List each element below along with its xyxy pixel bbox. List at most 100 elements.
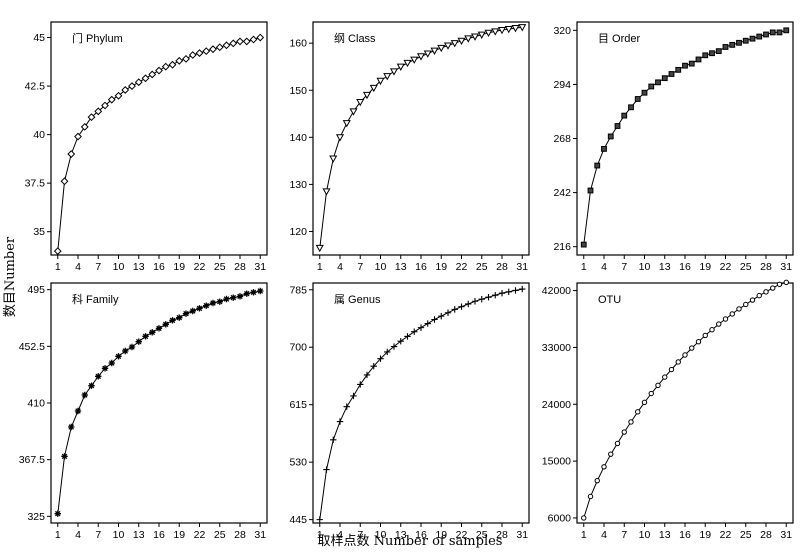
data-point: [396, 63, 405, 71]
data-point: [257, 287, 264, 295]
x-tick-label: 25: [476, 529, 488, 541]
data-point: [81, 391, 88, 399]
y-tick-label: 45: [33, 32, 45, 44]
data-point: [95, 373, 102, 380]
data-point: [587, 493, 594, 500]
y-tick-label: 216: [553, 241, 571, 253]
data-point: [518, 24, 527, 32]
data-point: [397, 337, 404, 345]
x-tick-label: 16: [415, 261, 427, 273]
x-tick-label: 28: [234, 261, 246, 273]
data-point: [491, 28, 500, 36]
x-tick-label: 10: [639, 529, 651, 541]
data-point: [614, 440, 621, 447]
data-point: [702, 332, 708, 339]
x-tick-label: 1: [317, 529, 323, 541]
data-point: [648, 390, 654, 397]
x-tick-label: 28: [496, 261, 508, 273]
data-point: [608, 451, 614, 457]
data-point: [729, 41, 736, 48]
chart-panel: 门 Phylum 1 4 7 10 13 16 19 22 25 28 31 35 37.5 40 42.5 4…: [25, 21, 268, 273]
x-tick-label: 19: [435, 261, 447, 273]
y-tick-label: 130: [289, 179, 307, 191]
data-point: [465, 300, 472, 308]
series-line: [57, 290, 261, 514]
y-tick-label: 35: [33, 226, 45, 238]
data-point: [108, 359, 115, 367]
x-tick-label: 16: [153, 261, 165, 273]
data-point: [135, 338, 142, 345]
data-point: [107, 95, 116, 104]
data-point: [349, 108, 358, 116]
data-point: [384, 348, 391, 356]
data-point: [370, 362, 377, 370]
data-point: [101, 365, 109, 372]
data-point: [250, 289, 257, 296]
chart-panel: 科 Family 1 4 7 10 13 16 19 22 25 28 31 325 367.5 410 45…: [19, 282, 268, 541]
data-point: [655, 79, 661, 86]
y-tick-label: 367.5: [19, 454, 45, 466]
data-point: [315, 244, 324, 253]
data-point: [511, 25, 520, 33]
data-point: [749, 297, 756, 303]
data-point: [176, 314, 183, 321]
x-tick-label: 25: [214, 261, 226, 273]
x-tick-label: 7: [95, 529, 101, 541]
x-tick-label: 4: [601, 529, 607, 541]
plot-frame: [50, 282, 268, 524]
y-tick-label: 785: [289, 284, 307, 296]
x-tick-label: 19: [173, 529, 185, 541]
data-point: [498, 289, 506, 297]
data-point: [715, 48, 722, 55]
data-point: [621, 429, 627, 435]
data-point: [60, 177, 69, 186]
data-point: [128, 82, 136, 90]
data-point: [404, 333, 411, 340]
data-point: [594, 477, 600, 484]
x-tick-label: 10: [375, 529, 387, 541]
y-tick-label: 33000: [542, 342, 571, 354]
data-point: [497, 26, 507, 35]
data-point: [362, 91, 372, 100]
data-point: [389, 68, 399, 76]
data-point: [492, 291, 499, 299]
data-point: [763, 289, 769, 295]
data-point: [196, 305, 203, 312]
panels: 门 Phylum 1 4 7 10 13 16 19 22 25 28 31 35 37.5 40 42.5 4…: [19, 21, 794, 541]
series-line: [319, 288, 523, 520]
x-tick-label: 7: [95, 261, 101, 273]
x-tick-label: 4: [337, 261, 343, 273]
data-point: [742, 37, 749, 44]
x-tick-label: 25: [214, 529, 226, 541]
x-tick-label: 16: [153, 529, 165, 541]
y-tick-label: 410: [27, 398, 45, 410]
data-point: [417, 324, 425, 331]
data-point: [722, 44, 729, 50]
data-point: [601, 464, 607, 470]
y-tick-label: 320: [553, 25, 571, 37]
data-point: [709, 327, 715, 333]
y-axis-label: 数目Number: [3, 236, 18, 317]
panel-title: 门 Phylum: [72, 31, 123, 45]
data-point: [682, 62, 688, 69]
panel-title: 目 Order: [598, 33, 641, 45]
data-point: [756, 33, 763, 40]
data-point: [336, 418, 344, 425]
data-point: [634, 96, 641, 102]
data-point: [236, 37, 244, 46]
data-point: [736, 306, 742, 312]
data-point: [329, 155, 338, 163]
data-point: [122, 347, 129, 355]
y-tick-label: 150: [289, 85, 307, 97]
data-point: [188, 51, 197, 59]
data-point: [195, 49, 204, 57]
data-point: [203, 302, 210, 309]
data-point: [53, 247, 62, 256]
data-point: [614, 123, 621, 129]
data-point: [505, 288, 512, 295]
x-tick-label: 1: [55, 261, 61, 273]
data-point: [519, 285, 526, 293]
data-point: [223, 295, 230, 303]
panel-title: 科 Family: [72, 292, 119, 306]
panel-title: 属 Genus: [334, 293, 381, 306]
